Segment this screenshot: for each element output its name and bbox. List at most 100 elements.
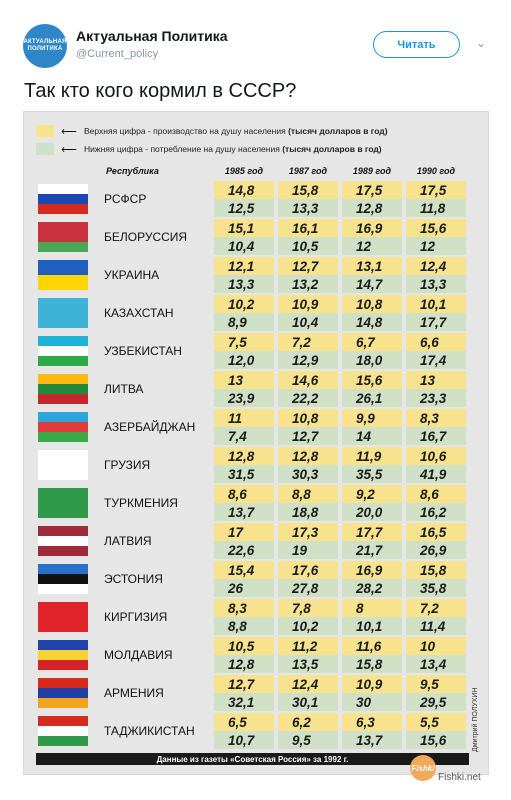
production-value: 10,5 [214, 637, 274, 655]
consumption-value: 30 [342, 693, 402, 711]
value-cell: 10,1 17,7 [406, 295, 466, 331]
table-row: ТУРКМЕНИЯ 8,6 13,7 8,8 18,8 9,2 20,0 8,6 16,2 [36, 485, 469, 521]
value-cell: 7,8 10,2 [278, 599, 338, 635]
flag-icon [38, 298, 88, 328]
table-row: ТАДЖИКИСТАН 6,5 10,7 6,2 9,5 6,3 13,7 5,5 15,6 [36, 713, 469, 749]
avatar-text-line-2: ПОЛИТИКА [27, 46, 63, 52]
value-cell: 11,2 13,5 [278, 637, 338, 673]
production-value: 17,5 [342, 181, 402, 199]
value-cell: 9,5 29,5 [406, 675, 466, 711]
avatar[interactable]: АКТУАЛЬНАЯ ПОЛИТИКА [23, 24, 67, 68]
production-value: 15,8 [406, 561, 466, 579]
production-value: 6,2 [278, 713, 338, 731]
table-row: АРМЕНИЯ 12,7 32,1 12,4 30,1 10,9 30 9,5 29,5 [36, 675, 469, 711]
consumption-value: 12,7 [278, 427, 338, 445]
consumption-value: 13,3 [406, 275, 466, 293]
table-row: БЕЛОРУССИЯ 15,1 10,4 16,1 10,5 16,9 12 15,6 12 [36, 219, 469, 255]
value-cell: 6,2 9,5 [278, 713, 338, 749]
consumption-value: 22,2 [278, 389, 338, 407]
header-year: 1985 год [224, 165, 264, 176]
flag-icon [38, 640, 88, 670]
production-value: 12,8 [214, 447, 274, 465]
value-cell: 12,1 13,3 [214, 257, 274, 293]
consumption-value: 17,7 [406, 313, 466, 331]
republic-name: УКРАИНА [104, 268, 160, 282]
production-value: 8,8 [278, 485, 338, 503]
production-value: 9,5 [406, 675, 466, 693]
production-value: 14,8 [214, 181, 274, 199]
flag-icon [38, 222, 88, 252]
consumption-value: 20,0 [342, 503, 402, 521]
value-cell: 16,1 10,5 [278, 219, 338, 255]
consumption-value: 16,2 [406, 503, 466, 521]
production-value: 15,8 [278, 181, 338, 199]
production-value: 7,5 [214, 333, 274, 351]
legend-text: Верхняя цифра - производство на душу нас… [84, 126, 388, 136]
value-cell: 6,6 17,4 [406, 333, 466, 369]
production-value: 8,6 [406, 485, 466, 503]
chevron-down-icon[interactable]: ⌄ [475, 36, 487, 50]
watermark-text: Fishki.net [438, 772, 481, 783]
consumption-value: 8,8 [214, 617, 274, 635]
arrow-left-icon: ⟵ [61, 125, 77, 138]
value-cell: 10,9 30 [342, 675, 402, 711]
production-value: 10 [406, 637, 466, 655]
account-handle[interactable]: @Current_policy [76, 48, 159, 60]
republic-name: ТАДЖИКИСТАН [104, 724, 195, 738]
value-cell: 6,7 18,0 [342, 333, 402, 369]
production-value: 13,1 [342, 257, 402, 275]
value-cell: 11,6 15,8 [342, 637, 402, 673]
value-cell: 8,3 8,8 [214, 599, 274, 635]
consumption-value: 14 [342, 427, 402, 445]
consumption-value: 26 [214, 579, 274, 597]
flag-icon [38, 184, 88, 214]
legend-text: Нижняя цифра - потребление на душу насел… [84, 144, 382, 154]
production-value: 10,6 [406, 447, 466, 465]
production-value: 9,9 [342, 409, 402, 427]
value-cell: 15,6 12 [406, 219, 466, 255]
consumption-value: 13,7 [214, 503, 274, 521]
value-cell: 15,4 26 [214, 561, 274, 597]
value-cell: 15,8 35,8 [406, 561, 466, 597]
production-value: 8,3 [214, 599, 274, 617]
value-cell: 13 23,9 [214, 371, 274, 407]
consumption-value: 23,9 [214, 389, 274, 407]
value-cell: 6,3 13,7 [342, 713, 402, 749]
production-value: 12,1 [214, 257, 274, 275]
production-value: 15,1 [214, 219, 274, 237]
republic-name: БЕЛОРУССИЯ [104, 230, 188, 244]
production-value: 7,2 [406, 599, 466, 617]
table-row: ЛАТВИЯ 17 22,6 17,3 19 17,7 21,7 16,5 26,9 [36, 523, 469, 559]
consumption-value: 29,5 [406, 693, 466, 711]
consumption-value: 12,8 [214, 655, 274, 673]
value-cell: 11,9 35,5 [342, 447, 402, 483]
consumption-value: 10,5 [278, 237, 338, 255]
consumption-value: 31,5 [214, 465, 274, 483]
tweet-image-table[interactable]: ⟵ Верхняя цифра - производство на душу на… [23, 111, 489, 775]
production-value: 11,6 [342, 637, 402, 655]
consumption-value: 21,7 [342, 541, 402, 559]
follow-button[interactable]: Читать [373, 31, 460, 58]
value-cell: 15,8 13,3 [278, 181, 338, 217]
header-year: 1987 год [288, 165, 328, 176]
value-cell: 12,4 30,1 [278, 675, 338, 711]
production-value: 11 [214, 409, 274, 427]
header-year: 1989 год [352, 165, 392, 176]
consumption-value: 30,1 [278, 693, 338, 711]
account-name[interactable]: Актуальная Политика [76, 28, 228, 44]
production-value: 15,6 [342, 371, 402, 389]
value-cell: 12,8 30,3 [278, 447, 338, 483]
flag-icon [38, 336, 88, 366]
value-cell: 14,6 22,2 [278, 371, 338, 407]
production-value: 11,2 [278, 637, 338, 655]
value-cell: 17,5 11,8 [406, 181, 466, 217]
value-cell: 5,5 15,6 [406, 713, 466, 749]
consumption-value: 14,7 [342, 275, 402, 293]
production-value: 7,8 [278, 599, 338, 617]
flag-icon [38, 716, 88, 746]
production-value: 10,8 [342, 295, 402, 313]
republic-name: АЗЕРБАЙДЖАН [104, 420, 196, 434]
value-cell: 8,6 13,7 [214, 485, 274, 521]
flag-icon [38, 564, 88, 594]
flag-icon [38, 374, 88, 404]
